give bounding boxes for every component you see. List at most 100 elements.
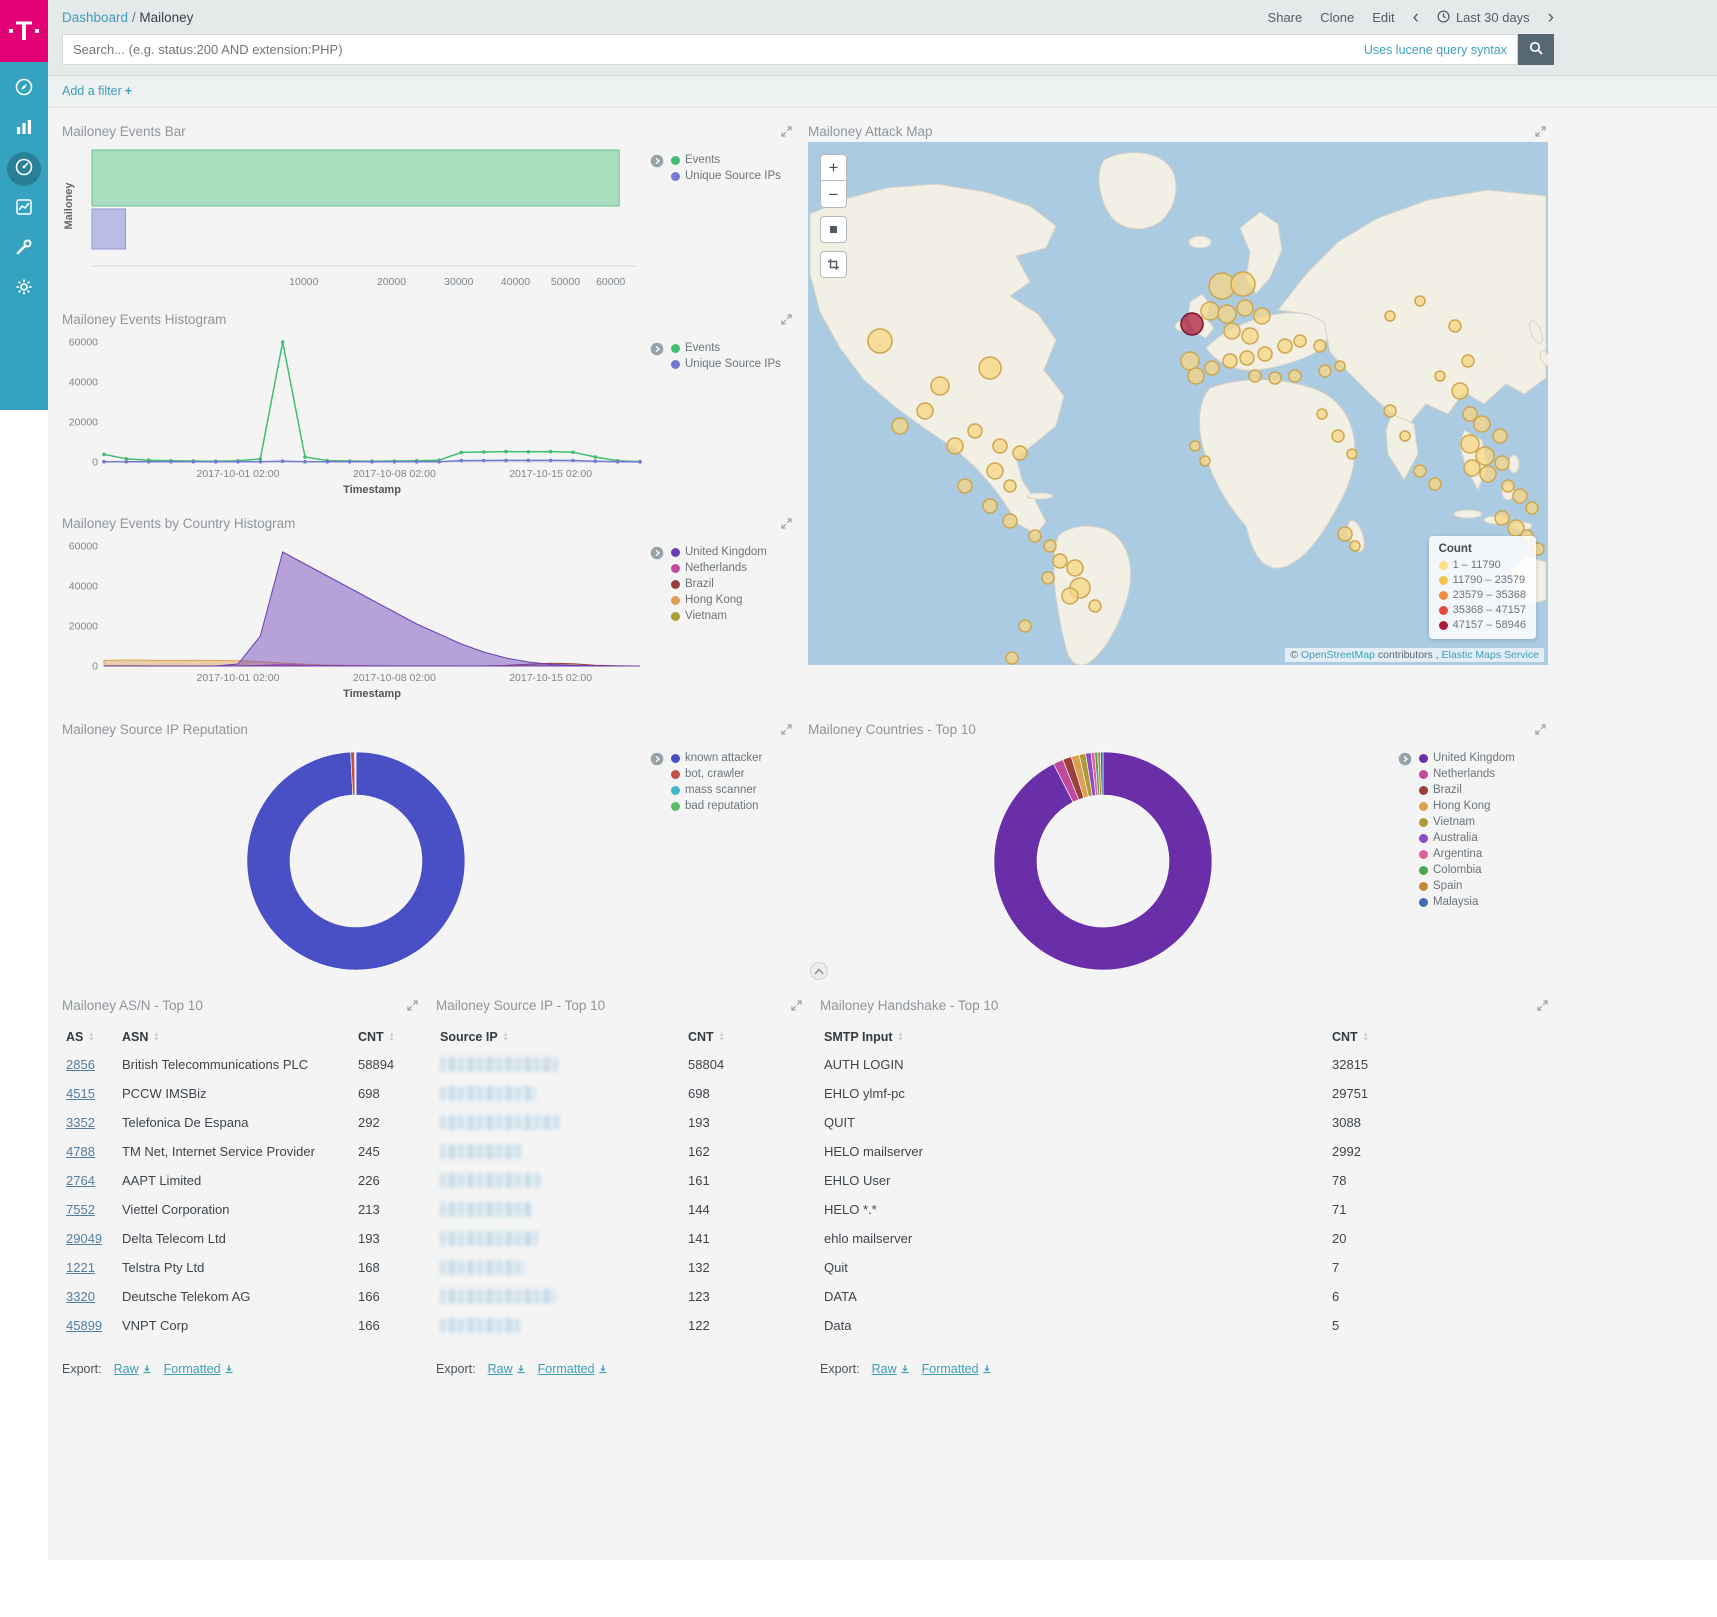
sidebar-item-timelion[interactable] xyxy=(7,192,41,226)
legend-item[interactable]: Unique Source IPs xyxy=(671,358,781,370)
as-link[interactable]: 3352 xyxy=(66,1115,95,1130)
sort-icon[interactable]: ▲ ▼ xyxy=(897,1031,904,1043)
legend-item[interactable]: Netherlands xyxy=(1419,768,1515,780)
world-map[interactable]: + − Count 1 – 11790 11790 – 23579 23579 – … xyxy=(808,142,1548,665)
zoom-out-button[interactable]: − xyxy=(820,181,847,208)
expand-icon[interactable] xyxy=(789,998,804,1013)
top-header: Dashboard / Mailoney Share Clone Edit ‹ … xyxy=(48,0,1717,76)
ems-link[interactable]: Elastic Maps Service xyxy=(1441,649,1539,661)
zoom-in-button[interactable]: + xyxy=(820,154,847,181)
fit-bounds-button[interactable] xyxy=(820,216,847,243)
legend-item[interactable]: Argentina xyxy=(1419,848,1515,860)
as-link[interactable]: 7552 xyxy=(66,1202,95,1217)
legend-item[interactable]: Events xyxy=(671,154,781,166)
collapse-panel-icon[interactable] xyxy=(810,962,828,980)
sidebar-item-dev-tools[interactable] xyxy=(7,232,41,266)
export-formatted-link[interactable]: Formatted xyxy=(922,1362,992,1376)
legend-item[interactable]: bad reputation xyxy=(671,800,762,812)
legend-item[interactable]: Hong Kong xyxy=(671,594,767,606)
legend-item[interactable]: Vietnam xyxy=(1419,816,1515,828)
time-forward-arrow[interactable]: › xyxy=(1547,6,1554,28)
expand-icon[interactable] xyxy=(779,516,794,531)
export-raw-link[interactable]: Raw xyxy=(114,1362,152,1376)
legend-toggle-icon[interactable] xyxy=(650,342,664,356)
as-link[interactable]: 1221 xyxy=(66,1260,95,1275)
export-raw-link[interactable]: Raw xyxy=(488,1362,526,1376)
lucene-syntax-link[interactable]: Uses lucene query syntax xyxy=(1363,42,1507,57)
expand-icon[interactable] xyxy=(405,998,420,1013)
draw-filter-button[interactable] xyxy=(820,251,847,278)
legend-item[interactable]: 23579 – 35368 xyxy=(1438,589,1526,601)
legend-toggle-icon[interactable] xyxy=(1398,752,1412,766)
sort-icon[interactable]: ▲ ▼ xyxy=(718,1031,725,1043)
legend-item[interactable]: 11790 – 23579 xyxy=(1438,574,1526,586)
legend-toggle-icon[interactable] xyxy=(650,154,664,168)
legend-toggle-icon[interactable] xyxy=(650,546,664,560)
edit-button[interactable]: Edit xyxy=(1372,10,1395,25)
as-link[interactable]: 45899 xyxy=(66,1318,103,1333)
column-header-input[interactable]: SMTP Input ▲ ▼ xyxy=(824,1030,904,1044)
legend-item[interactable]: Australia xyxy=(1419,832,1515,844)
expand-icon[interactable] xyxy=(1533,124,1548,139)
expand-icon[interactable] xyxy=(779,124,794,139)
search-input[interactable] xyxy=(63,42,1364,57)
expand-icon[interactable] xyxy=(1535,998,1550,1013)
legend-item[interactable]: mass scanner xyxy=(671,784,762,796)
legend-item[interactable]: 47157 – 58946 xyxy=(1438,619,1526,631)
column-header-ip[interactable]: Source IP ▲ ▼ xyxy=(440,1030,509,1044)
legend-item[interactable]: Vietnam xyxy=(671,610,767,622)
sidebar-item-visualize[interactable] xyxy=(7,112,41,146)
legend-item[interactable]: 35368 – 47157 xyxy=(1438,604,1526,616)
clone-button[interactable]: Clone xyxy=(1320,10,1355,25)
column-header-as[interactable]: AS ▲ ▼ xyxy=(66,1030,95,1044)
legend-item[interactable]: United Kingdom xyxy=(1419,752,1515,764)
legend-item[interactable]: Colombia xyxy=(1419,864,1515,876)
add-filter-link[interactable]: Add a filter xyxy=(62,84,122,98)
as-link[interactable]: 2856 xyxy=(66,1057,95,1072)
sort-icon[interactable]: ▲ ▼ xyxy=(1362,1031,1369,1043)
breadcrumb-dashboard-link[interactable]: Dashboard xyxy=(62,10,129,25)
legend-item[interactable]: United Kingdom xyxy=(671,546,767,558)
as-link[interactable]: 29049 xyxy=(66,1231,103,1246)
column-header-cnt[interactable]: CNT ▲ ▼ xyxy=(358,1030,395,1044)
sidebar-item-management[interactable] xyxy=(7,272,41,306)
legend-item[interactable]: known attacker xyxy=(671,752,762,764)
sort-icon[interactable]: ▲ ▼ xyxy=(88,1031,95,1043)
sidebar-item-discover[interactable] xyxy=(7,72,41,106)
legend-item[interactable]: Brazil xyxy=(671,578,767,590)
telekom-logo[interactable]: T xyxy=(0,0,48,62)
time-range-picker[interactable]: Last 30 days xyxy=(1437,9,1530,26)
sort-icon[interactable]: ▲ ▼ xyxy=(502,1031,509,1043)
as-link[interactable]: 4788 xyxy=(66,1144,95,1159)
column-header-cnt[interactable]: CNT ▲ ▼ xyxy=(1332,1030,1369,1044)
search-button[interactable] xyxy=(1518,34,1554,65)
legend-item[interactable]: Malaysia xyxy=(1419,896,1515,908)
export-formatted-link[interactable]: Formatted xyxy=(538,1362,608,1376)
legend-toggle-icon[interactable] xyxy=(650,752,664,766)
as-link[interactable]: 2764 xyxy=(66,1173,95,1188)
sort-icon[interactable]: ▲ ▼ xyxy=(153,1031,160,1043)
legend-item[interactable]: Unique Source IPs xyxy=(671,170,781,182)
legend-item[interactable]: Netherlands xyxy=(671,562,767,574)
sort-icon[interactable]: ▲ ▼ xyxy=(388,1031,395,1043)
legend-item[interactable]: Hong Kong xyxy=(1419,800,1515,812)
add-filter-plus-icon[interactable]: + xyxy=(124,84,133,98)
share-button[interactable]: Share xyxy=(1267,10,1303,25)
column-header-cnt[interactable]: CNT ▲ ▼ xyxy=(688,1030,725,1044)
export-formatted-link[interactable]: Formatted xyxy=(164,1362,234,1376)
export-raw-link[interactable]: Raw xyxy=(872,1362,910,1376)
expand-icon[interactable] xyxy=(779,312,794,327)
sidebar-item-dashboard[interactable] xyxy=(7,152,41,186)
legend-item[interactable]: Events xyxy=(671,342,781,354)
expand-icon[interactable] xyxy=(1533,722,1548,737)
as-link[interactable]: 3320 xyxy=(66,1289,95,1304)
as-link[interactable]: 4515 xyxy=(66,1086,95,1101)
column-header-asn[interactable]: ASN ▲ ▼ xyxy=(122,1030,160,1044)
osm-link[interactable]: OpenStreetMap xyxy=(1300,649,1375,661)
legend-item[interactable]: bot, crawler xyxy=(671,768,762,780)
expand-icon[interactable] xyxy=(779,722,794,737)
legend-item[interactable]: Brazil xyxy=(1419,784,1515,796)
legend-item[interactable]: 1 – 11790 xyxy=(1438,559,1526,571)
legend-item[interactable]: Spain xyxy=(1419,880,1515,892)
time-back-arrow[interactable]: ‹ xyxy=(1412,6,1419,28)
